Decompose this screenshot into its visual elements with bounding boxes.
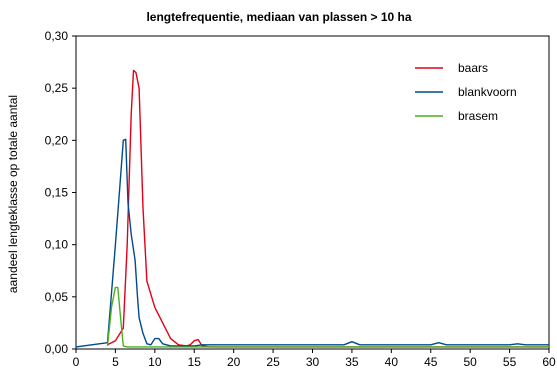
x-tick-label: 45 xyxy=(424,355,438,369)
y-tick-label: 0,15 xyxy=(45,186,69,200)
series-line-brasem xyxy=(106,286,549,348)
chart-title: lengtefrequentie, mediaan van plassen > … xyxy=(146,10,411,24)
x-tick-label: 60 xyxy=(542,355,556,369)
x-tick-label: 55 xyxy=(503,355,517,369)
y-tick-label: 0,30 xyxy=(45,29,69,43)
x-tick-label: 15 xyxy=(188,355,202,369)
series-line-blankvoorn xyxy=(75,138,549,348)
y-tick-label: 0,00 xyxy=(45,342,69,356)
legend-label-brasem: brasem xyxy=(458,109,498,123)
x-tick-label: 20 xyxy=(227,355,241,369)
y-tick-label: 0,20 xyxy=(45,133,69,147)
legend: baars blankvoorn brasem xyxy=(415,61,517,123)
series-group xyxy=(75,69,549,348)
x-tick-label: 0 xyxy=(73,355,80,369)
x-tick-label: 30 xyxy=(306,355,320,369)
legend-label-baars: baars xyxy=(458,61,488,75)
x-tick-label: 50 xyxy=(463,355,477,369)
plot-frame xyxy=(75,35,550,350)
legend-label-blankvoorn: blankvoorn xyxy=(458,85,517,99)
y-tick-label: 0,25 xyxy=(45,81,69,95)
y-axis-label: aandeel lengteklasse op totale aantal xyxy=(6,95,20,293)
axes: 0,00 0,05 0,10 0,15 0,20 0,25 0,30 0 5 10 15 20 25 30… xyxy=(45,29,556,369)
x-tick-label: 10 xyxy=(148,355,162,369)
x-tick-label: 5 xyxy=(112,355,119,369)
y-tick-label: 0,10 xyxy=(45,238,69,252)
x-tick-label: 35 xyxy=(345,355,359,369)
y-tick-label: 0,05 xyxy=(45,290,69,304)
x-tick-label: 40 xyxy=(385,355,399,369)
x-tick-label: 25 xyxy=(266,355,280,369)
